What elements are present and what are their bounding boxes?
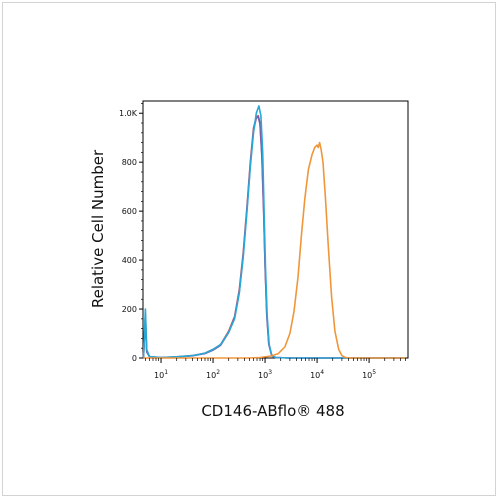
x-tick-base: 10 (154, 371, 164, 380)
histogram-series-1 (142, 114, 406, 359)
x-tick-label: 104 (310, 369, 324, 380)
histogram-series-4 (143, 141, 406, 359)
y-tick-label: 800 (122, 158, 137, 167)
figure-frame (2, 2, 496, 496)
x-tick-label: 102 (206, 369, 220, 380)
series-layer (142, 105, 406, 359)
x-tick-base: 10 (258, 371, 268, 380)
y-tick-label: 400 (122, 256, 137, 265)
x-tick-base: 10 (206, 371, 216, 380)
plot-border (142, 100, 409, 359)
x-axis-title: CD146-ABflo® 488 (201, 402, 344, 420)
x-tick-label: 101 (154, 369, 168, 380)
histogram-series-3 (142, 105, 406, 359)
histogram-series-2 (142, 116, 406, 359)
x-tick-exponent: 4 (320, 369, 324, 376)
y-tick-label: 1.0K (119, 109, 138, 118)
y-tick-label: 0 (132, 354, 137, 363)
x-axis: 101 102 103 104 105 (145, 358, 406, 380)
y-tick-label: 600 (122, 207, 137, 216)
y-axis: 0 200 400 600 800 1.0K (119, 103, 143, 363)
x-tick-label: 105 (362, 369, 376, 380)
x-tick-base: 10 (310, 371, 320, 380)
x-tick-base: 10 (362, 371, 372, 380)
x-tick-exponent: 5 (372, 369, 376, 376)
y-axis-title: Relative Cell Number (89, 149, 107, 308)
x-tick-exponent: 1 (164, 369, 168, 376)
x-tick-label: 103 (258, 369, 272, 380)
y-tick-label: 200 (122, 305, 137, 314)
x-tick-exponent: 3 (268, 369, 272, 376)
x-tick-exponent: 2 (216, 369, 220, 376)
